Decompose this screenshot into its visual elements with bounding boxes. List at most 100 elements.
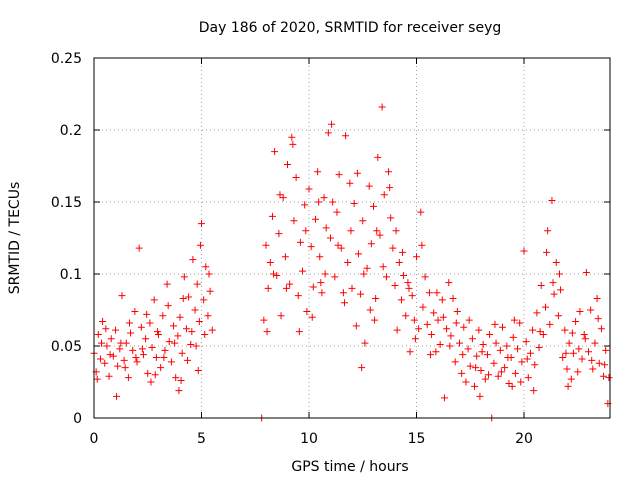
data-point (337, 244, 345, 252)
data-point (294, 292, 302, 300)
data-point (260, 316, 268, 324)
data-point (102, 325, 110, 333)
data-point (208, 326, 216, 334)
data-point (286, 280, 294, 288)
data-point (365, 182, 373, 190)
data-point (147, 378, 155, 386)
data-point (565, 339, 573, 347)
data-point (439, 313, 447, 321)
data-point (496, 346, 504, 354)
data-point (334, 241, 342, 249)
data-point (575, 345, 583, 353)
data-point (419, 303, 427, 311)
data-point (117, 339, 125, 347)
data-point (499, 323, 506, 331)
data-point (160, 354, 168, 362)
data-point (476, 392, 484, 400)
data-point (114, 362, 122, 370)
data-point (279, 194, 287, 202)
data-point (328, 120, 336, 128)
data-point (139, 351, 147, 359)
data-point (344, 258, 352, 266)
data-points (90, 103, 613, 422)
data-point (418, 241, 426, 249)
data-point (174, 332, 182, 340)
x-tick-label: 5 (197, 431, 206, 447)
x-axis-ticks: 0 5 10 15 20 (90, 58, 533, 447)
data-point (549, 279, 557, 287)
y-tick-label: 0.1 (60, 267, 82, 283)
data-point (103, 342, 111, 350)
data-point (462, 378, 470, 386)
data-point (405, 284, 413, 292)
data-point (550, 290, 558, 298)
data-point (397, 296, 405, 304)
data-point (276, 191, 284, 199)
data-point (445, 279, 453, 287)
data-point (475, 326, 483, 334)
data-point (142, 335, 150, 343)
data-point (305, 185, 313, 193)
data-point (417, 208, 425, 216)
data-point (106, 351, 114, 359)
data-point (266, 258, 274, 266)
data-point (153, 328, 161, 336)
data-point (404, 279, 412, 287)
data-point (172, 374, 180, 382)
data-point (446, 342, 454, 350)
data-point (179, 294, 187, 302)
data-point (151, 371, 159, 379)
data-point (288, 133, 296, 141)
data-point (318, 289, 326, 297)
data-point (372, 294, 380, 302)
data-point (347, 227, 355, 235)
data-point (301, 201, 309, 209)
data-point (392, 227, 400, 235)
data-point (548, 197, 556, 205)
data-point (148, 343, 156, 351)
data-point (311, 215, 319, 223)
data-point (585, 348, 592, 356)
data-point (180, 273, 188, 281)
data-point (302, 227, 310, 235)
y-axis-label: SRMTID / TECUs (7, 182, 23, 295)
data-point (434, 316, 442, 324)
data-point (196, 241, 204, 249)
data-point (353, 169, 361, 177)
data-point (98, 339, 106, 347)
data-point (282, 284, 290, 292)
y-axis-ticks: 0 0.05 0.1 0.15 0.2 0.25 (51, 51, 610, 427)
data-point (113, 392, 121, 400)
data-point (546, 320, 554, 328)
data-point (379, 263, 387, 271)
data-point (107, 335, 115, 343)
data-point (275, 230, 283, 238)
data-point (456, 339, 463, 347)
data-point (602, 346, 610, 354)
data-point (94, 330, 102, 338)
data-point (340, 299, 348, 307)
y-tick-label: 0.2 (60, 123, 82, 139)
x-tick-label: 0 (90, 431, 99, 447)
data-point (511, 369, 519, 377)
data-point (164, 302, 172, 310)
data-point (485, 371, 493, 379)
data-point (426, 351, 434, 359)
data-point (191, 306, 199, 314)
data-point (264, 284, 272, 292)
data-point (105, 372, 113, 380)
data-point (189, 256, 197, 264)
data-point (143, 310, 151, 318)
data-point (473, 352, 481, 360)
data-point (576, 307, 584, 315)
data-point (563, 365, 571, 373)
data-point (150, 296, 158, 304)
data-point (198, 220, 205, 228)
data-point (451, 358, 459, 366)
data-point (374, 153, 382, 161)
data-point (505, 379, 513, 387)
data-point (360, 270, 368, 278)
data-point (133, 358, 141, 366)
data-point (554, 312, 562, 320)
data-point (472, 364, 480, 372)
